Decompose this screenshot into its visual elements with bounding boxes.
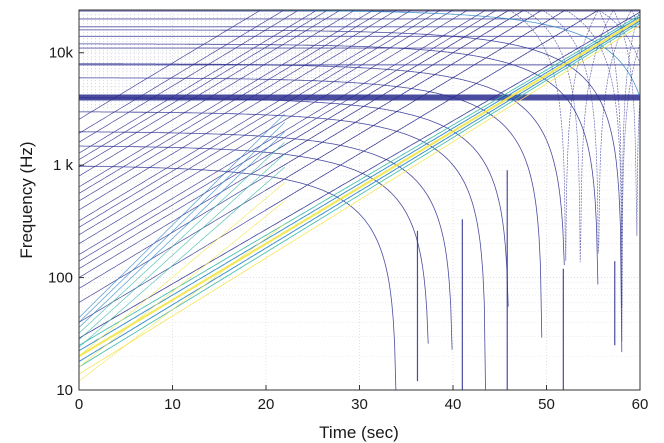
sweep-contour (79, 25, 640, 375)
low-fan-contour (79, 122, 285, 323)
sweep-contour (79, 20, 640, 363)
harmonic-line (79, 10, 398, 202)
sweep-contour (79, 14, 640, 346)
y-tick-label: 1 k (53, 157, 74, 174)
harmonic-line (79, 10, 356, 177)
low-fan-contour (79, 166, 285, 348)
alias-curve (79, 77, 543, 338)
x-tick-label: 40 (445, 396, 462, 413)
low-fan-contour (79, 153, 285, 340)
harmonic-line (79, 10, 300, 143)
harmonic-line (79, 10, 375, 188)
harmonic-line (79, 10, 442, 228)
y-axis-label: Frequency (Hz) (17, 141, 36, 258)
folded-harmonic (265, 10, 640, 342)
x-tick-label: 0 (75, 396, 83, 413)
harmonic-line (79, 10, 329, 160)
low-fan-contour (79, 131, 285, 328)
harmonic-line (79, 10, 469, 244)
low-fan-contour (79, 223, 285, 382)
sweep-contour (79, 17, 640, 358)
harmonic-line (79, 10, 318, 154)
harmonic-line (79, 10, 454, 236)
harmonic-line (79, 10, 285, 134)
sweep-contour (79, 16, 640, 352)
harmonic-line (79, 10, 385, 194)
y-tick-label: 100 (48, 270, 73, 287)
low-fan-contour (79, 113, 285, 318)
contour-curves (79, 10, 640, 390)
alias-curve (79, 131, 453, 350)
x-tick-label: 20 (258, 396, 275, 413)
folded-harmonic (265, 10, 640, 263)
harmonic-line (79, 10, 413, 211)
harmonic-line (79, 10, 342, 168)
low-fan-contour (79, 200, 285, 368)
folded-harmonic (265, 10, 640, 211)
x-tick-label: 10 (164, 396, 181, 413)
alias-curve (79, 97, 509, 307)
x-tick-label: 60 (632, 396, 649, 413)
low-fan-contour (79, 182, 285, 357)
y-tick-label: 10k (49, 45, 74, 62)
alias-curve (79, 43, 599, 285)
x-tick-label: 30 (351, 396, 368, 413)
y-tick-label: 10 (56, 382, 73, 399)
x-tick-label: 50 (538, 396, 555, 413)
alias-curve (79, 29, 623, 353)
alias-curve (79, 63, 565, 266)
x-axis-label: Time (sec) (319, 423, 399, 442)
sweep-contour (79, 11, 640, 339)
folded-harmonic (265, 10, 640, 308)
low-fan-contour (79, 141, 285, 334)
